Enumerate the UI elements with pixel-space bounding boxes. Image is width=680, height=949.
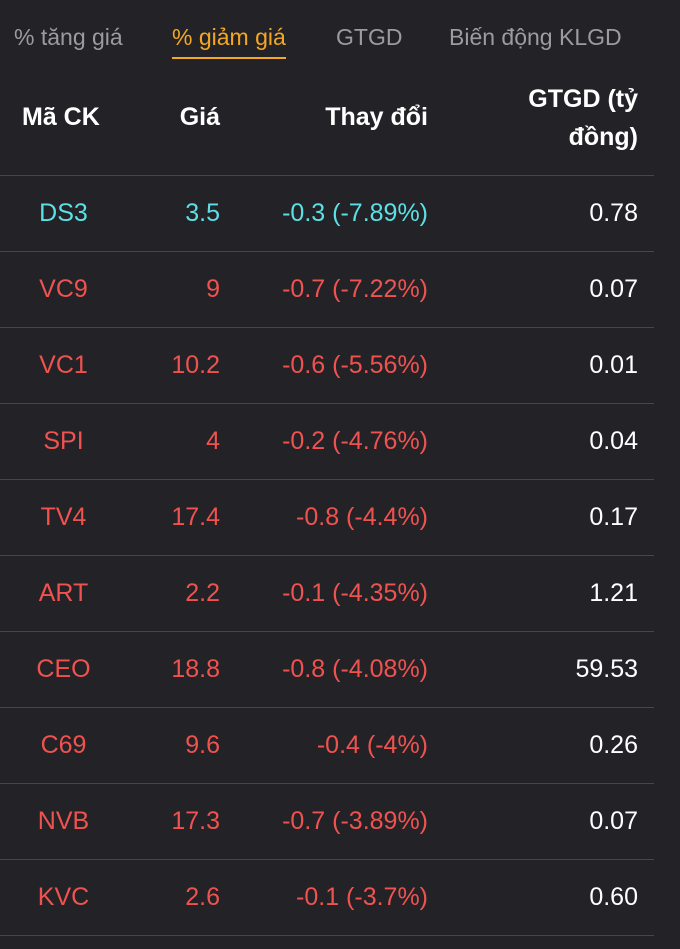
table-row[interactable]: SPI 4 -0.2 (-4.76%) 0.04 [0, 404, 654, 480]
table-row[interactable]: VC9 9 -0.7 (-7.22%) 0.07 [0, 252, 654, 328]
stock-code[interactable]: KVC [37, 883, 90, 911]
stock-code[interactable]: VC9 [39, 275, 88, 303]
stock-change: -0.4 (-4%) [316, 731, 428, 759]
stock-price: 10.2 [171, 351, 220, 379]
column-header-price[interactable]: Giá [179, 103, 220, 131]
stock-trading-value: 0.17 [589, 503, 638, 531]
stock-price: 3.5 [185, 199, 220, 227]
stock-price: 4 [206, 427, 220, 455]
stock-price: 9 [206, 275, 220, 303]
stock-table: Mã CK Giá Thay đổi GTGD (tỷ đồng) DS3 3.… [0, 72, 654, 936]
stock-trading-value: 0.07 [589, 807, 638, 835]
tab-volume-change[interactable]: Biến động KLGD [449, 24, 622, 50]
table-body: DS3 3.5 -0.3 (-7.89%) 0.78 VC9 9 -0.7 (-… [0, 176, 654, 936]
column-header-code[interactable]: Mã CK [22, 103, 100, 131]
table-row[interactable]: TV4 17.4 -0.8 (-4.4%) 0.17 [0, 480, 654, 556]
stock-code[interactable]: VC1 [39, 351, 88, 379]
stock-trading-value: 0.26 [589, 731, 638, 759]
column-header-value-line2: đồng) [568, 123, 638, 151]
stock-change: -0.7 (-7.22%) [282, 275, 428, 303]
tab-top-losers[interactable]: % giảm giá [172, 24, 286, 59]
tab-bar: % tăng giá % giảm giá GTGD Biến động KLG… [0, 0, 680, 72]
stock-trading-value: 59.53 [575, 655, 638, 683]
stock-price: 9.6 [185, 731, 220, 759]
stock-change: -0.8 (-4.08%) [282, 655, 428, 683]
stock-price: 18.8 [171, 655, 220, 683]
table-row[interactable]: CEO 18.8 -0.8 (-4.08%) 59.53 [0, 632, 654, 708]
table-row[interactable]: KVC 2.6 -0.1 (-3.7%) 0.60 [0, 860, 654, 936]
column-header-value-line1: GTGD (tỷ [528, 85, 638, 113]
table-row[interactable]: ART 2.2 -0.1 (-4.35%) 1.21 [0, 556, 654, 632]
stock-change: -0.6 (-5.56%) [282, 351, 428, 379]
stock-change: -0.2 (-4.76%) [282, 427, 428, 455]
stock-change: -0.1 (-3.7%) [296, 883, 428, 911]
tab-trading-value[interactable]: GTGD [336, 24, 403, 50]
stock-code[interactable]: DS3 [39, 199, 88, 227]
table-row[interactable]: C69 9.6 -0.4 (-4%) 0.26 [0, 708, 654, 784]
column-header-change[interactable]: Thay đổi [325, 103, 428, 131]
stock-trading-value: 0.04 [589, 427, 638, 455]
table-row[interactable]: VC1 10.2 -0.6 (-5.56%) 0.01 [0, 328, 654, 404]
stock-change: -0.3 (-7.89%) [282, 199, 428, 227]
stock-change: -0.7 (-3.89%) [282, 807, 428, 835]
stock-trading-value: 0.78 [589, 199, 638, 227]
stock-code[interactable]: ART [38, 579, 89, 607]
stock-trading-value: 1.21 [589, 579, 638, 607]
tab-top-gainers[interactable]: % tăng giá [14, 24, 123, 50]
table-row[interactable]: NVB 17.3 -0.7 (-3.89%) 0.07 [0, 784, 654, 860]
table-header: Mã CK Giá Thay đổi GTGD (tỷ đồng) [0, 72, 654, 176]
stock-code[interactable]: CEO [36, 655, 91, 683]
stock-price: 17.3 [171, 807, 220, 835]
stock-code[interactable]: NVB [37, 807, 90, 835]
stock-change: -0.1 (-4.35%) [282, 579, 428, 607]
stock-code[interactable]: SPI [43, 427, 84, 455]
stock-code[interactable]: C69 [40, 731, 87, 759]
stock-trading-value: 0.01 [589, 351, 638, 379]
stock-change: -0.8 (-4.4%) [296, 503, 428, 531]
stock-price: 2.6 [185, 883, 220, 911]
stock-price: 17.4 [171, 503, 220, 531]
stock-trading-value: 0.60 [589, 883, 638, 911]
stock-trading-value: 0.07 [589, 275, 638, 303]
table-row[interactable]: DS3 3.5 -0.3 (-7.89%) 0.78 [0, 176, 654, 252]
column-header-value[interactable]: GTGD (tỷ đồng) [478, 80, 638, 156]
stock-price: 2.2 [185, 579, 220, 607]
stock-code[interactable]: TV4 [40, 503, 87, 531]
